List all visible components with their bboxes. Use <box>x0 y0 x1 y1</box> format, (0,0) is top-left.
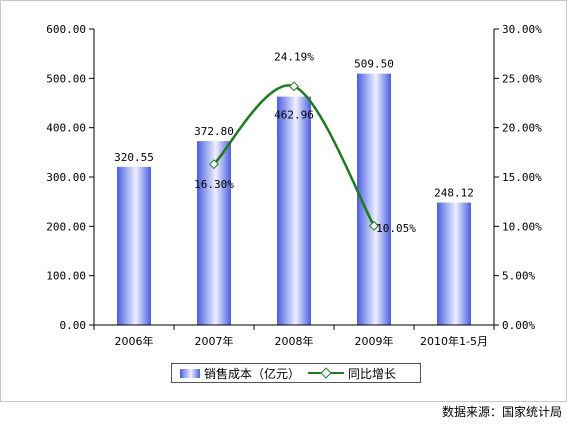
y-right-tick-3: 15.00% <box>502 171 542 184</box>
y-right-tick-6: 30.00% <box>502 23 542 36</box>
line-label-2: 24.19% <box>274 50 314 63</box>
y-right-tick-4: 20.00% <box>502 122 542 135</box>
y-right-tick-0: 0.00% <box>502 319 535 332</box>
legend-line-swatch <box>308 367 345 379</box>
growth-point-1 <box>209 159 219 170</box>
y-left-tick-0: 0.00 <box>60 319 87 332</box>
y-left-tick-6: 600.00 <box>46 23 86 36</box>
bar-4 <box>437 202 471 325</box>
y-right-tick-2: 10.00% <box>502 220 542 233</box>
bar-0 <box>117 166 151 325</box>
legend-item-line: 同比增长 <box>308 365 396 382</box>
bar-label-1: 372.80 <box>194 125 234 138</box>
y-left-tick-4: 400.00 <box>46 122 86 135</box>
bar-label-2: 462.96 <box>274 109 314 122</box>
bar-2 <box>277 96 311 325</box>
y-right-tick-1: 5.00% <box>502 270 535 283</box>
x-tick-0: 2006年 <box>115 334 154 348</box>
legend-bar-swatch <box>180 368 200 378</box>
chart-area: 0.00 100.00 200.00 300.00 400.00 500.00 600.00… <box>46 23 542 348</box>
bar-3 <box>357 73 391 325</box>
bar-label-3: 509.50 <box>354 58 394 71</box>
x-tick-1: 2007年 <box>195 334 234 348</box>
legend-bar-label: 销售成本（亿元） <box>204 366 301 381</box>
bar-label-0: 320.55 <box>114 151 154 164</box>
legend: 销售成本（亿元） 同比增长 <box>171 363 421 383</box>
bar-1 <box>197 141 231 325</box>
line-label-3: 10.05% <box>376 222 416 235</box>
x-tick-3: 2009年 <box>355 334 394 348</box>
y-left-tick-2: 200.00 <box>46 220 86 233</box>
y-right-tick-5: 25.00% <box>502 72 542 85</box>
line-label-1: 16.30% <box>194 178 234 191</box>
growth-point-2 <box>289 81 299 92</box>
source-note: 数据来源：国家统计局 <box>441 405 562 419</box>
y-left-tick-1: 100.00 <box>46 270 86 283</box>
legend-item-bar: 销售成本（亿元） <box>180 365 300 382</box>
x-tick-2: 2008年 <box>275 334 314 348</box>
chart-frame: 0.00 100.00 200.00 300.00 400.00 500.00 600.00… <box>0 0 567 402</box>
legend-line-label: 同比增长 <box>348 366 397 381</box>
x-tick-4: 2010年1-5月 <box>420 334 488 348</box>
y-left-tick-5: 500.00 <box>46 72 86 85</box>
y-left-tick-3: 300.00 <box>46 171 86 184</box>
growth-point-3 <box>369 220 379 231</box>
bar-label-4: 248.12 <box>434 187 474 200</box>
